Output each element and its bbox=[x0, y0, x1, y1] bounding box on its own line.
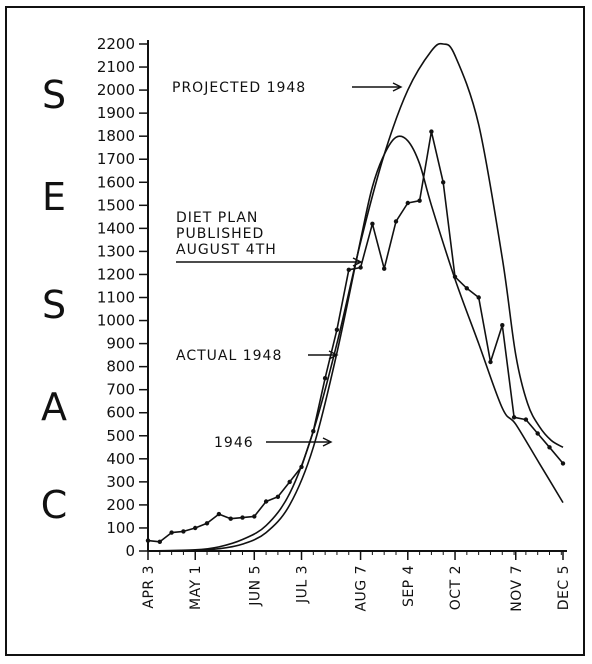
data-point-actual-1948 bbox=[346, 267, 351, 272]
data-point-actual-1948 bbox=[429, 129, 434, 134]
y-tick-label: 1300 bbox=[97, 242, 135, 260]
data-point-actual-1948 bbox=[263, 499, 269, 504]
series-line-projected-1948 bbox=[147, 42, 564, 552]
series-line-1946 bbox=[147, 135, 564, 552]
y-tick-label: 800 bbox=[106, 358, 135, 376]
data-point-actual-1948 bbox=[181, 529, 186, 534]
y-tick-label: 1000 bbox=[97, 312, 135, 330]
annotation-1946: 1946 bbox=[214, 435, 254, 451]
x-tick-label: OCT 2 bbox=[448, 565, 464, 610]
y-tick-label: 2000 bbox=[97, 81, 135, 99]
data-point-actual-1948 bbox=[169, 530, 174, 535]
y-tick-label: 600 bbox=[106, 404, 135, 422]
y-axis-letter-3: S bbox=[42, 283, 66, 327]
data-point-actual-1948 bbox=[275, 494, 281, 499]
y-tick-label: 2200 bbox=[97, 35, 135, 53]
y-axis-letter-1: C bbox=[41, 483, 68, 527]
data-point-actual-1948 bbox=[216, 511, 222, 517]
data-point-actual-1948 bbox=[393, 219, 399, 224]
x-tick-label: NOV 7 bbox=[509, 565, 525, 612]
chart-frame bbox=[5, 6, 585, 656]
data-point-actual-1948 bbox=[287, 479, 292, 485]
data-point-actual-1948 bbox=[204, 521, 210, 526]
y-tick-label: 900 bbox=[106, 335, 135, 353]
x-tick-label: JUL 3 bbox=[295, 565, 311, 604]
data-point-actual-1948 bbox=[535, 431, 540, 436]
annotation-actual: ACTUAL 1948 bbox=[176, 348, 282, 364]
data-point-actual-1948 bbox=[405, 200, 410, 206]
y-tick-label: 100 bbox=[106, 519, 135, 537]
data-point-actual-1948 bbox=[193, 525, 198, 531]
data-point-actual-1948 bbox=[464, 286, 469, 291]
y-tick-label: 1800 bbox=[97, 127, 135, 145]
data-point-actual-1948 bbox=[547, 445, 552, 450]
y-tick-label: 0 bbox=[125, 542, 135, 560]
data-point-actual-1948 bbox=[157, 539, 162, 544]
data-point-actual-1948 bbox=[228, 516, 233, 521]
y-axis-label: S E S A C bbox=[41, 73, 68, 527]
x-tick-label: APR 3 bbox=[141, 565, 157, 609]
data-point-actual-1948 bbox=[560, 461, 566, 466]
data-point-actual-1948 bbox=[370, 221, 375, 226]
y-tick-label: 1900 bbox=[97, 104, 135, 122]
y-tick-label: 1600 bbox=[97, 173, 135, 191]
data-point-actual-1948 bbox=[417, 198, 422, 203]
annotation-diet-line-2: PUBLISHED bbox=[176, 226, 264, 242]
annotation-diet-line-3: AUGUST 4TH bbox=[176, 242, 277, 258]
data-point-actual-1948 bbox=[358, 265, 363, 270]
data-point-actual-1948 bbox=[145, 538, 151, 543]
data-point-actual-1948 bbox=[252, 514, 257, 519]
y-axis-letter-4: E bbox=[42, 175, 66, 219]
x-tick-label: SEP 4 bbox=[401, 565, 417, 607]
series-layer bbox=[145, 42, 566, 552]
y-tick-label: 1100 bbox=[97, 289, 135, 307]
data-point-actual-1948 bbox=[382, 266, 387, 271]
arrowhead-1946 bbox=[322, 437, 333, 447]
data-point-actual-1948 bbox=[488, 359, 493, 365]
y-tick-label: 1400 bbox=[97, 219, 135, 237]
y-tick-label: 2100 bbox=[97, 58, 135, 76]
arrowhead-actual bbox=[328, 350, 339, 360]
y-tick-label: 200 bbox=[106, 496, 135, 514]
y-tick-label: 300 bbox=[106, 473, 135, 491]
y-tick-label: 500 bbox=[106, 427, 135, 445]
annotation-projected: PROJECTED 1948 bbox=[172, 80, 306, 96]
annotations: PROJECTED 1948 DIET PLAN PUBLISHED AUGUS… bbox=[172, 80, 403, 451]
series-line-actual-1948 bbox=[147, 130, 564, 543]
arrowhead-diet bbox=[352, 257, 363, 267]
data-point-actual-1948 bbox=[500, 323, 505, 328]
y-tick-label: 1200 bbox=[97, 265, 135, 283]
data-point-actual-1948 bbox=[240, 515, 245, 520]
y-axis-letter-5: S bbox=[42, 73, 66, 117]
data-point-actual-1948 bbox=[476, 295, 481, 300]
data-point-actual-1948 bbox=[511, 415, 517, 420]
axes: 0 100 200 300 400 500 600 700 800 900 1000 1100 1200… bbox=[97, 35, 572, 612]
arrowhead-projected bbox=[392, 82, 403, 92]
annotation-diet-line-1: DIET PLAN bbox=[176, 210, 258, 226]
y-tick-label: 700 bbox=[106, 381, 135, 399]
y-tick-label: 1700 bbox=[97, 150, 135, 168]
data-point-actual-1948 bbox=[322, 376, 328, 381]
data-point-actual-1948 bbox=[441, 180, 446, 185]
data-point-actual-1948 bbox=[334, 327, 340, 332]
x-tick-label: DEC 5 bbox=[556, 565, 572, 610]
y-tick-label: 1500 bbox=[97, 196, 135, 214]
y-axis-letter-2: A bbox=[41, 385, 67, 429]
data-point-actual-1948 bbox=[523, 417, 529, 422]
x-tick-label: JUN 5 bbox=[247, 565, 263, 607]
y-tick-label: 400 bbox=[106, 450, 135, 468]
x-tick-label: MAY 1 bbox=[188, 565, 204, 610]
x-tick-label: AUG 7 bbox=[354, 565, 370, 612]
